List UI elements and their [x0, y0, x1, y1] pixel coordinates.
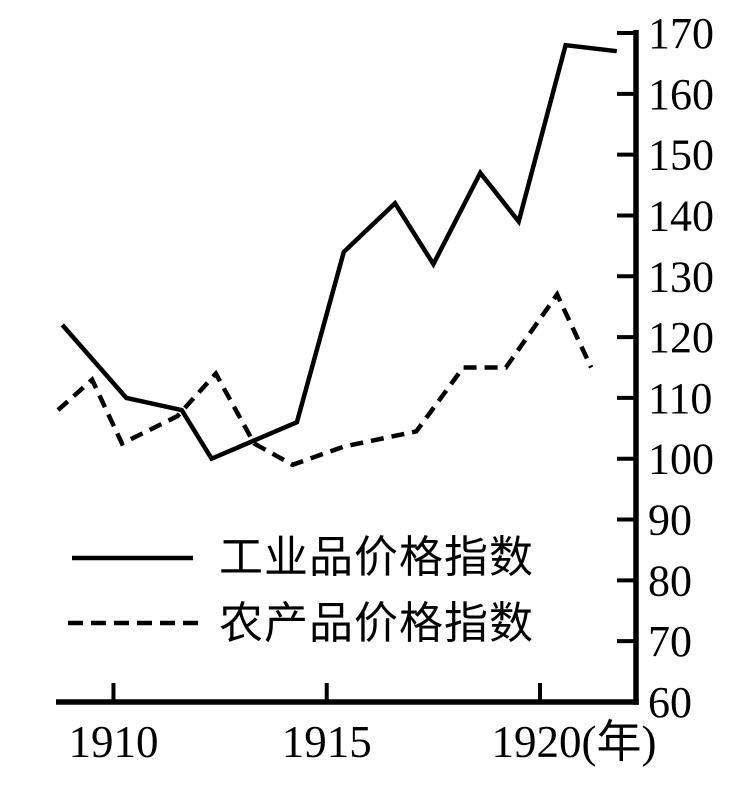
y-tick-label-100: 100: [648, 435, 714, 484]
x-tick-label-1920: 1920(年): [492, 717, 657, 767]
x-tick-label-1910: 1910: [68, 717, 158, 767]
y-tick-label-170: 170: [648, 9, 714, 58]
legend-label-agricultural: 农产品价格指数: [219, 599, 534, 648]
legend-label-industrial: 工业品价格指数: [219, 533, 534, 582]
series-line-industrial: [60, 42, 618, 462]
x-tick-label-1915: 1915: [282, 717, 372, 767]
y-tick-label-80: 80: [648, 556, 692, 605]
y-tick-label-140: 140: [648, 191, 714, 240]
y-tick-label-160: 160: [648, 70, 714, 119]
y-tick-label-110: 110: [648, 374, 712, 423]
y-tick-label-60: 60: [648, 678, 692, 727]
y-tick-label-70: 70: [648, 617, 692, 666]
y-tick-label-130: 130: [648, 252, 714, 301]
y-tick-label-150: 150: [648, 131, 714, 180]
y-tick-label-90: 90: [648, 496, 692, 545]
series-line-agricultural: [56, 290, 594, 468]
y-tick-label-120: 120: [648, 313, 714, 362]
